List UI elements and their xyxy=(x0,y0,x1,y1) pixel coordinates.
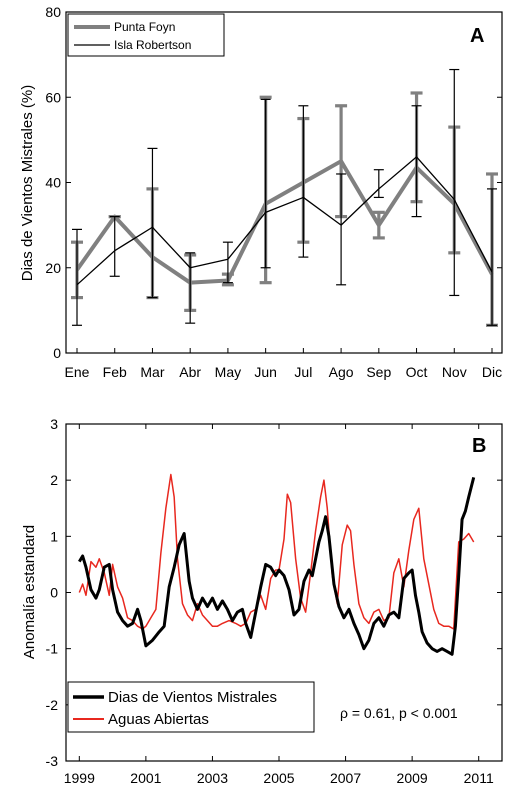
panel-b-y-tick-label-1: 1 xyxy=(50,528,58,544)
panel-b-y-tick-label-2: 2 xyxy=(50,472,58,488)
panel-b-series xyxy=(78,473,476,656)
panel-a-y-tick-label-20: 20 xyxy=(45,260,61,276)
panel-a-legend: Punta Foyn Isla Robertson xyxy=(67,13,225,57)
panel-b-x-tick-label-2009: 2009 xyxy=(397,770,428,786)
panel-a-x-tick-label-ene: Ene xyxy=(65,364,90,380)
panel-a-x-axis: Ene Feb Mar Abr May Jun Jul Ago Sep Oct Nov Dic xyxy=(65,348,502,380)
panel-b-x-axis: 1999 2001 2003 2005 2007 2009 2011 xyxy=(64,424,494,786)
panel-a-x-tick-label-jun: Jun xyxy=(254,364,277,380)
panel-b-letter: B xyxy=(472,435,486,457)
panel-b-legend-box xyxy=(67,681,315,733)
panel-b-y-tick-label-3: 3 xyxy=(50,416,58,432)
panel-a-x-tick-label-abr: Abr xyxy=(179,364,201,380)
panel-a-x-tick-label-oct: Oct xyxy=(406,364,428,380)
series-line-aguas-abiertas xyxy=(78,473,475,630)
panel-a-x-tick-label-feb: Feb xyxy=(103,364,127,380)
panel-a-x-tick-label-mar: Mar xyxy=(140,364,164,380)
series-line-isla-robertson xyxy=(76,156,493,286)
panel-b-legend: Dias de Vientos Mistrales Aguas Abiertas xyxy=(67,681,315,733)
panel-a-y-axis: 0 20 40 60 80 xyxy=(45,4,502,361)
panel-b-y-tick-label--1: -1 xyxy=(46,641,59,657)
panel-a-y-tick-label-80: 80 xyxy=(45,4,61,20)
panel-a-x-tick-label-sep: Sep xyxy=(366,364,391,380)
panel-b-x-tick-label-2011: 2011 xyxy=(464,770,494,786)
panel-a-x-tick-label-dic: Dic xyxy=(482,364,502,380)
series-line-punta-foyn xyxy=(75,159,494,285)
panel-a-y-tick-label-40: 40 xyxy=(45,175,61,191)
panel-b-y-tick-label--3: -3 xyxy=(46,753,59,769)
panel-b-x-tick-label-2005: 2005 xyxy=(263,770,294,786)
panel-a-plot-frame xyxy=(65,11,503,354)
series-line-dias-de-vientos-mistrales xyxy=(78,476,476,656)
legend-label-aguas-abiertas: Aguas Abiertas xyxy=(108,711,209,728)
panel-a: 0 20 40 60 80 Ene Feb Mar Abr May Jun Jul Ago Sep Oct… xyxy=(19,4,503,380)
panel-a-y-tick-label-60: 60 xyxy=(45,89,61,105)
panel-b-x-tick-label-2001: 2001 xyxy=(130,770,161,786)
panel-a-x-tick-label-jul: Jul xyxy=(294,364,312,380)
panel-b-y-tick-label-0: 0 xyxy=(50,585,58,601)
legend-label-punta-foyn: Punta Foyn xyxy=(114,20,175,34)
legend-label-isla-robertson: Isla Robertson xyxy=(114,38,191,52)
panel-a-series xyxy=(71,68,498,327)
panel-b-y-axis: -3 -2 -1 0 1 2 3 xyxy=(46,416,502,769)
legend-label-dias-de-vientos-mistrales: Dias de Vientos Mistrales xyxy=(108,689,277,706)
panel-a-x-tick-label-nov: Nov xyxy=(442,364,467,380)
panel-b-x-tick-label-2007: 2007 xyxy=(330,770,361,786)
panel-b-x-tick-label-2003: 2003 xyxy=(197,770,228,786)
panel-a-x-tick-label-may: May xyxy=(215,364,241,380)
panel-b-y-axis-title: Anomalía estandard xyxy=(21,525,38,659)
panel-a-y-axis-title: Dias de Vientos Mistrales (%) xyxy=(19,85,36,281)
panel-a-y-tick-label-0: 0 xyxy=(53,345,61,361)
panel-b-annotation: ρ = 0.61, p < 0.001 xyxy=(340,705,458,721)
panel-a-x-tick-label-ago: Ago xyxy=(329,364,354,380)
panel-b-x-tick-label-1999: 1999 xyxy=(64,770,95,786)
panel-b-y-tick-label--2: -2 xyxy=(46,697,59,713)
panel-a-letter: A xyxy=(470,25,484,47)
panel-a-legend-box xyxy=(67,13,225,57)
